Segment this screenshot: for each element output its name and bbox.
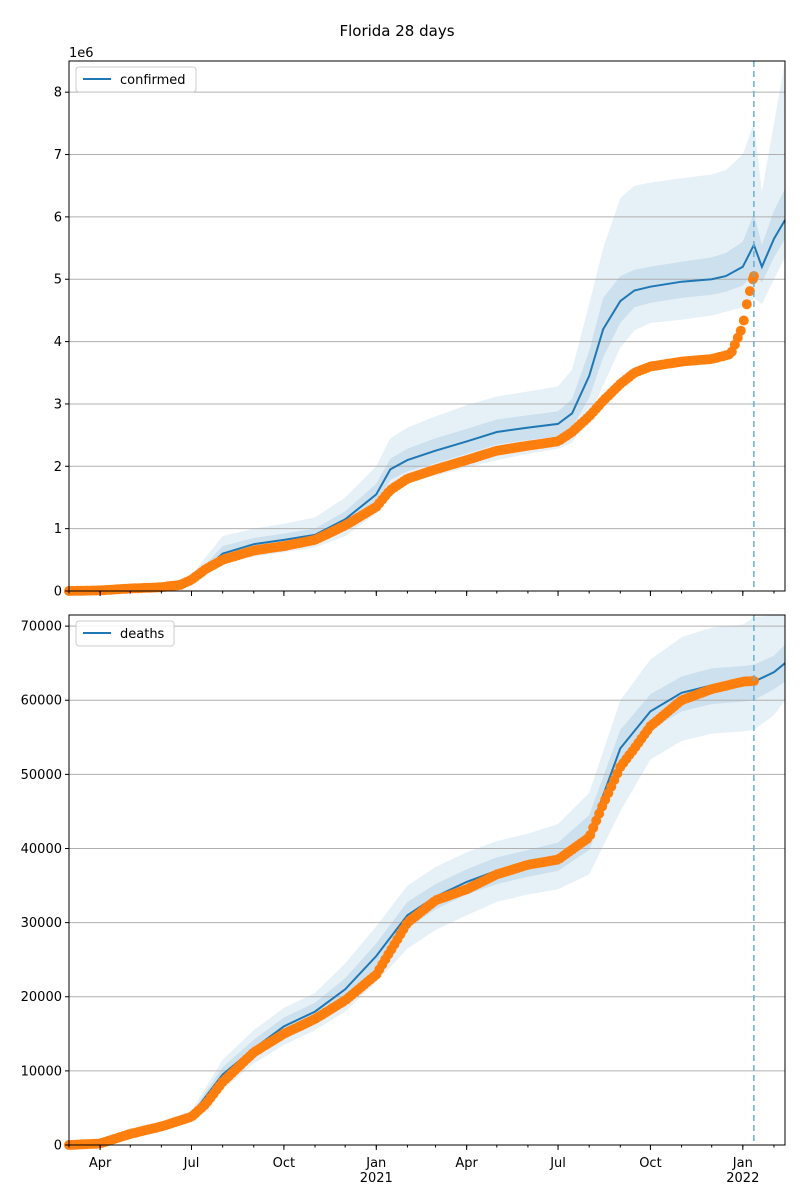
x-tick-label: Oct bbox=[273, 1156, 295, 1171]
confirmed-y-offset-label: 1e6 bbox=[69, 46, 94, 61]
confirmed-observed-point bbox=[735, 325, 746, 336]
x-tick-label: Oct bbox=[639, 1156, 661, 1171]
confirmed-legend-box bbox=[75, 66, 197, 93]
deaths-legend: deaths bbox=[75, 620, 175, 647]
deaths-axes: 0 10000 20000 30000 40000 50000 60000 70000 Apr J… bbox=[21, 614, 786, 1186]
deaths-band-90 bbox=[69, 615, 785, 1145]
x-tick-label: Jan bbox=[732, 1156, 753, 1171]
x-tick-year-label: 2022 bbox=[726, 1171, 759, 1186]
confirmed-series bbox=[68, 219, 786, 592]
deaths-legend-label: deaths bbox=[120, 627, 165, 642]
deaths-chart: 0 10000 20000 30000 40000 50000 60000 70000 Apr J… bbox=[21, 614, 786, 1186]
confirmed-y-tick-label: 8 bbox=[54, 86, 62, 101]
deaths-legend-box bbox=[75, 620, 175, 647]
deaths-y-tick-label: 10000 bbox=[21, 1064, 62, 1079]
confirmed-plot-frame bbox=[68, 60, 786, 592]
confirmed-observed-point bbox=[741, 299, 752, 310]
deaths-y-tick-label: 30000 bbox=[21, 916, 62, 931]
deaths-band-50 bbox=[69, 644, 785, 1145]
x-tick-label: Jan bbox=[365, 1156, 386, 1171]
confirmed-y-tick-label: 4 bbox=[54, 335, 62, 350]
deaths-y-tick-label: 0 bbox=[54, 1139, 62, 1154]
confirmed-chart: 0 1 2 3 4 5 6 7 8 1e6 confirmed bbox=[54, 46, 786, 600]
deaths-y-tick-label: 50000 bbox=[21, 768, 62, 783]
deaths-y-tick-label: 60000 bbox=[21, 694, 62, 709]
confirmed-y-tick-label: 3 bbox=[54, 397, 62, 412]
x-tick-label: Jul bbox=[549, 1156, 566, 1171]
x-tick-label: Jul bbox=[183, 1156, 200, 1171]
confirmed-y-tick-label: 6 bbox=[54, 210, 62, 225]
confirmed-y-tick-label: 7 bbox=[54, 148, 62, 163]
deaths-y-tick-label: 40000 bbox=[21, 842, 62, 857]
confirmed-band-90 bbox=[69, 61, 785, 591]
confirmed-model-line bbox=[68, 219, 786, 592]
deaths-plot-frame bbox=[68, 614, 786, 1146]
x-tick-year-label: 2021 bbox=[360, 1171, 393, 1186]
confirmed-y-tick-label: 2 bbox=[54, 460, 62, 475]
deaths-y-tick-label: 20000 bbox=[21, 990, 62, 1005]
x-tick-label: Apr bbox=[455, 1156, 478, 1171]
confirmed-y-tick-label: 0 bbox=[54, 585, 62, 600]
deaths-y-tick-label: 70000 bbox=[21, 620, 62, 635]
x-tick-label: Apr bbox=[89, 1156, 112, 1171]
confirmed-y-tick-label: 5 bbox=[54, 273, 62, 288]
confirmed-observed-point bbox=[744, 286, 755, 297]
confirmed-uncertainty-bands bbox=[69, 61, 785, 592]
confirmed-legend-label: confirmed bbox=[120, 73, 186, 88]
confirmed-legend: confirmed bbox=[75, 66, 197, 93]
confirmed-y-tick-label: 1 bbox=[54, 522, 62, 537]
confirmed-observed-point bbox=[738, 315, 749, 326]
confirmed-observed-points bbox=[64, 271, 759, 596]
confirmed-axes: 0 1 2 3 4 5 6 7 8 bbox=[54, 60, 786, 600]
figure-title: Florida 28 days bbox=[339, 22, 454, 40]
confirmed-grid bbox=[69, 91, 785, 592]
deaths-observed-points bbox=[64, 676, 759, 1150]
deaths-uncertainty-bands bbox=[69, 615, 785, 1145]
